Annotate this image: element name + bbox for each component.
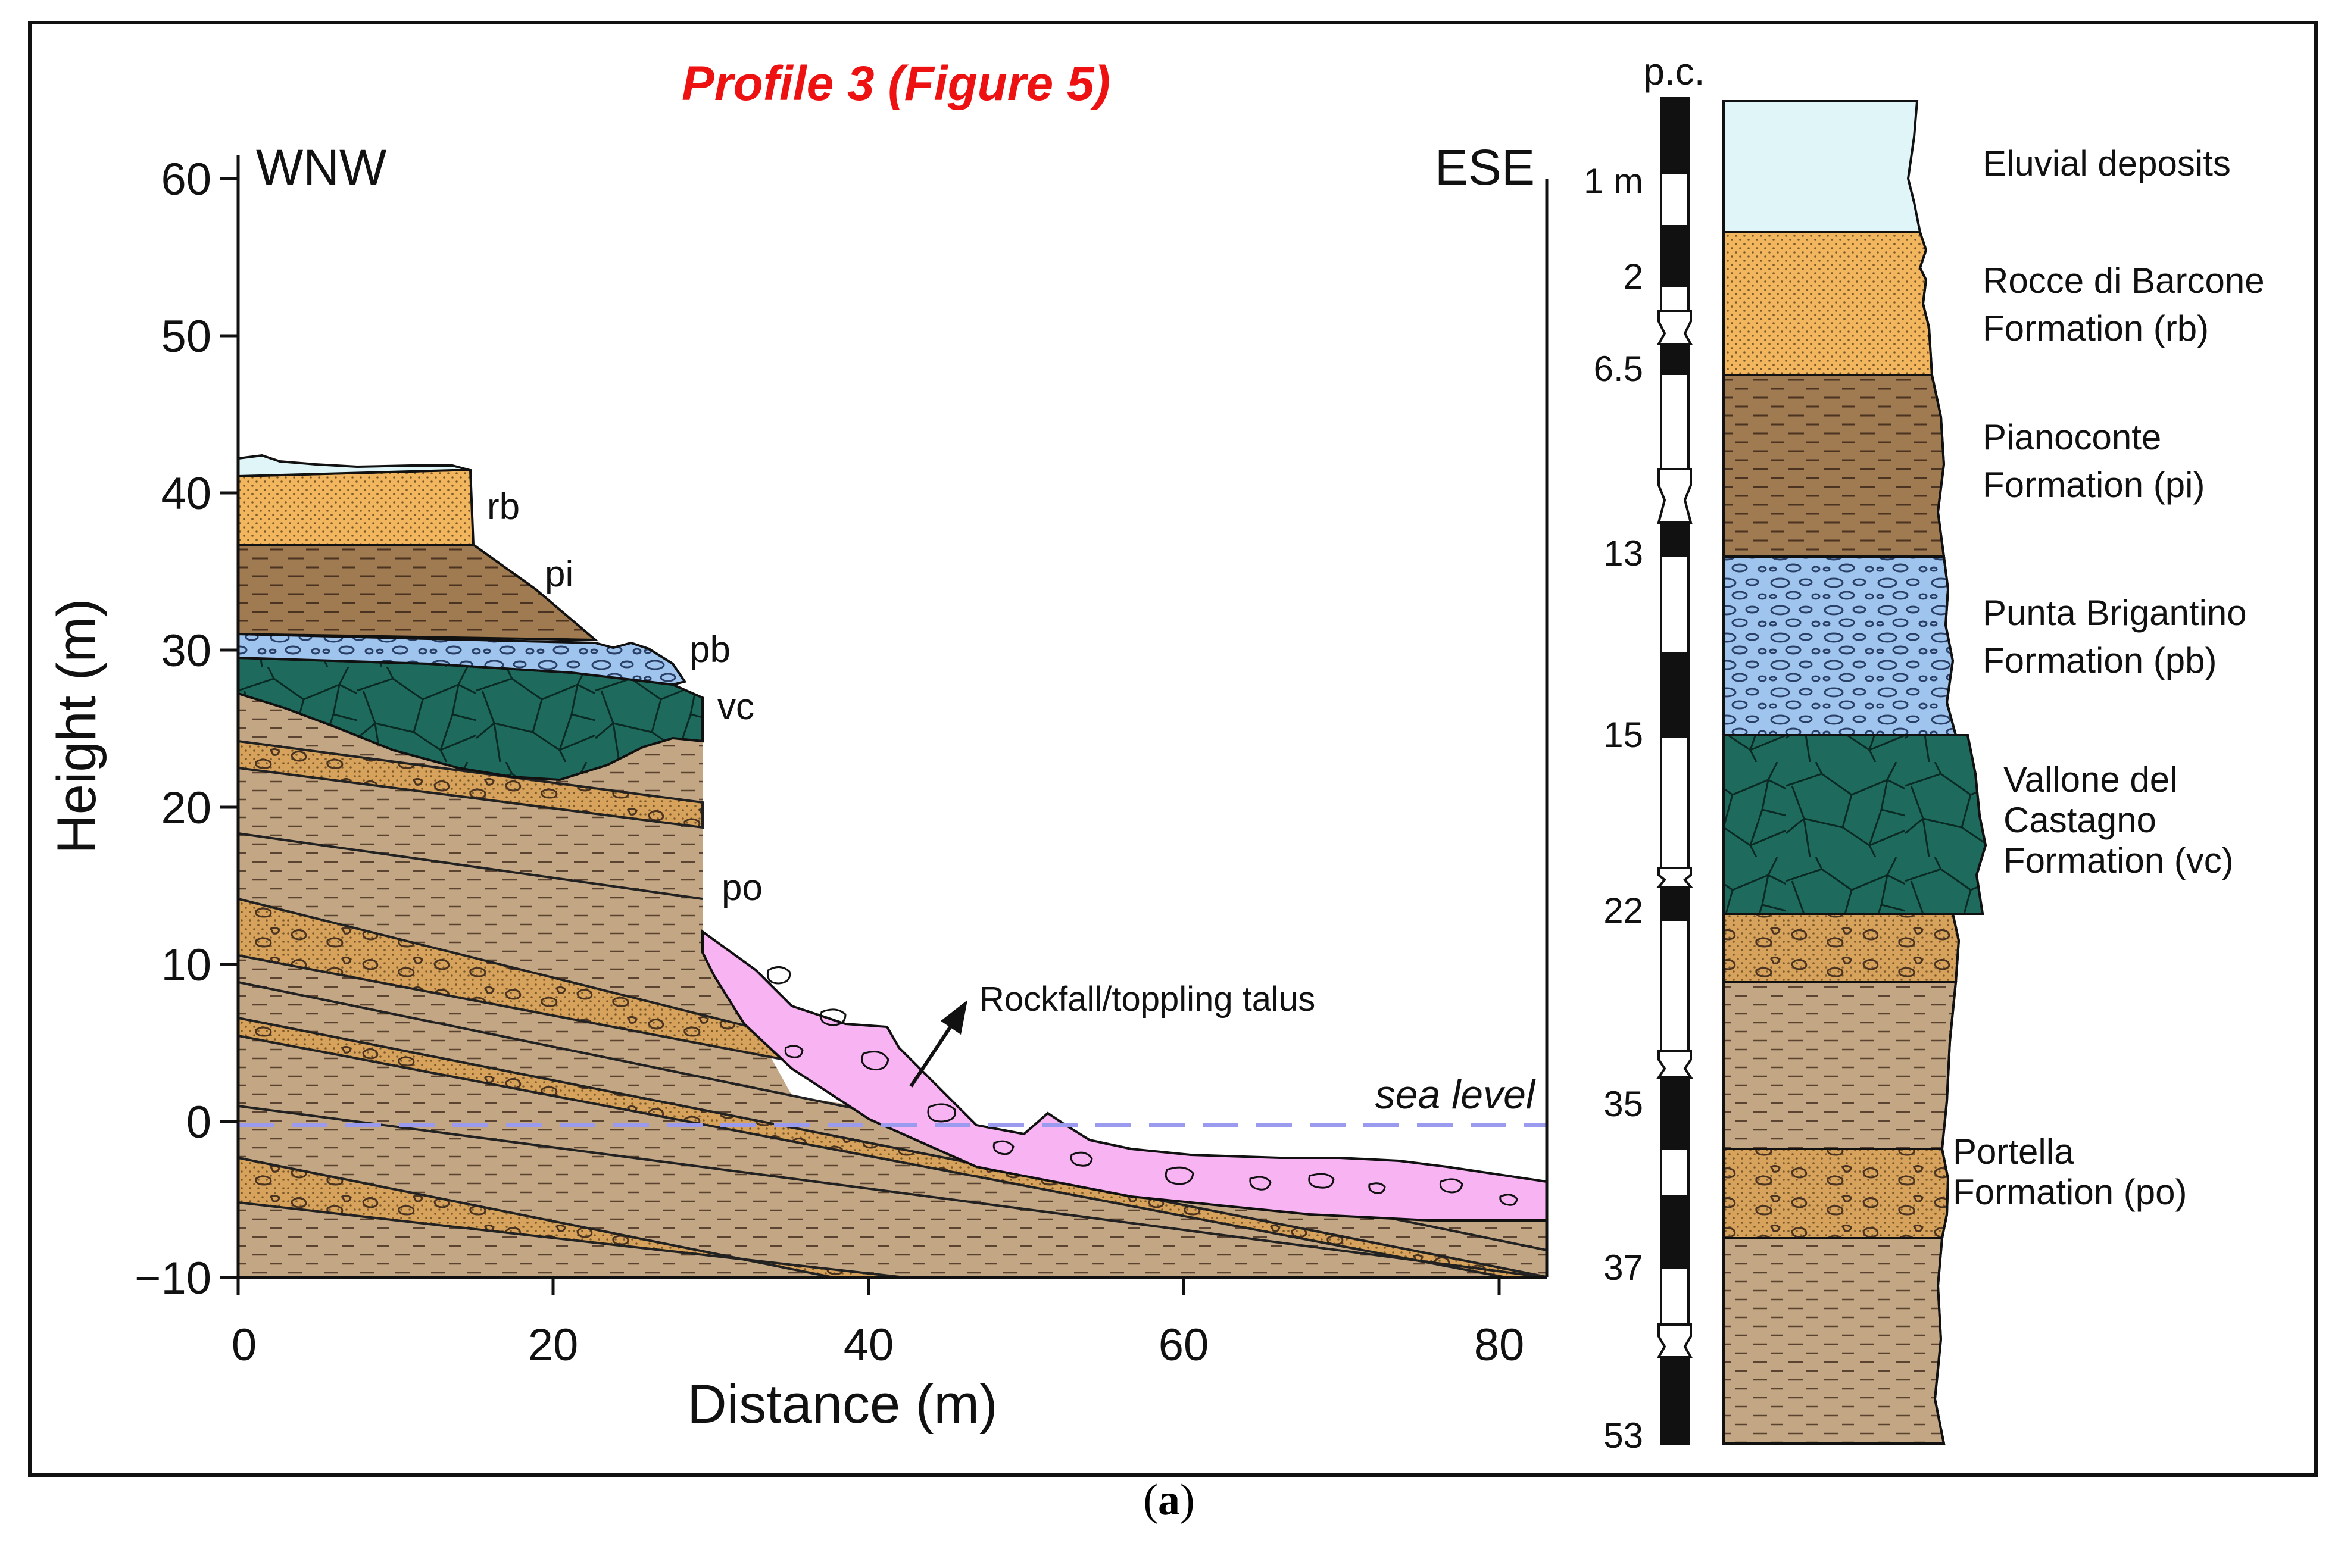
depth-bar xyxy=(1660,97,1690,1445)
rockfall-talus xyxy=(701,929,1547,1222)
x-tick: 40 xyxy=(844,1320,894,1370)
caption-letter: a xyxy=(1158,1476,1180,1525)
cross-section xyxy=(238,454,1547,1277)
y-tick: 0 xyxy=(186,1097,211,1148)
depth-label: 6.5 xyxy=(1594,349,1643,389)
y-tick: 30 xyxy=(161,626,211,676)
y-tick: 60 xyxy=(161,154,211,205)
x-tick: 20 xyxy=(528,1320,579,1370)
unit-name: Vallone del xyxy=(2003,760,2177,799)
y-tick: 10 xyxy=(161,940,211,991)
unit-name: Punta Brigantino xyxy=(1983,593,2247,633)
figure-caption: (a) xyxy=(1143,1476,1195,1525)
x-tick: 0 xyxy=(232,1320,257,1370)
column-eluvial xyxy=(1722,100,1922,233)
x-tick-labels: 0 20 40 60 80 xyxy=(232,1320,1524,1370)
unit-name: Eluvial deposits xyxy=(1983,143,2231,183)
profile-axes xyxy=(220,155,1549,1295)
y-tick: 50 xyxy=(161,311,211,362)
depth-labels: 1 m 2 6.5 13 15 22 35 37 53 xyxy=(1584,161,1643,1455)
unit-name: Castagno xyxy=(2003,800,2156,840)
figure-title: Profile 3 (Figure 5) xyxy=(682,57,1110,111)
y-tick: 40 xyxy=(161,468,211,519)
y-tick-labels: 60 50 40 30 20 10 0 −10 xyxy=(135,154,211,1304)
depth-label: 22 xyxy=(1603,891,1643,930)
label-vc: vc xyxy=(717,686,754,727)
y-tick: 20 xyxy=(161,783,211,833)
eluvial-deposits xyxy=(238,454,471,478)
unit-name: Formation (vc) xyxy=(2003,841,2234,880)
unit-name: Formation (rb) xyxy=(1983,308,2209,348)
depth-label: 1 m xyxy=(1584,161,1643,201)
direction-right: ESE xyxy=(1435,139,1535,195)
talus-label: Rockfall/toppling talus xyxy=(979,980,1315,1019)
figure-frame xyxy=(28,21,2318,1477)
y-tick: −10 xyxy=(135,1253,211,1304)
depth-label: 2 xyxy=(1624,257,1643,296)
talus-clasts xyxy=(766,966,1518,1206)
unit-name: Portella xyxy=(1953,1132,2074,1172)
column-unit-names: Eluvial deposits Rocce di Barcone Format… xyxy=(1953,143,2265,1212)
label-po: po xyxy=(722,867,763,908)
depth-label: 15 xyxy=(1603,715,1643,755)
y-axis-label: Height (m) xyxy=(46,598,107,854)
strat-column xyxy=(1722,100,1987,1445)
unit-name: Pianoconte xyxy=(1983,417,2161,457)
unit-name: Formation (pb) xyxy=(1983,641,2217,680)
depth-label: 37 xyxy=(1603,1248,1643,1288)
talus-annotation: Rockfall/toppling talus xyxy=(909,980,1315,1088)
label-rb: rb xyxy=(487,486,520,527)
depth-label: 13 xyxy=(1603,533,1643,573)
depth-label: 53 xyxy=(1603,1416,1643,1455)
depth-bar-breaks xyxy=(1656,310,1694,1358)
sea-level-label: sea level xyxy=(1375,1072,1536,1117)
unit-name: Formation (po) xyxy=(1953,1172,2187,1212)
direction-left: WNW xyxy=(256,139,386,195)
column-top-label: p.c. xyxy=(1643,50,1705,93)
unit-name: Formation (pi) xyxy=(1983,465,2205,505)
label-pb: pb xyxy=(689,629,731,670)
label-pi: pi xyxy=(545,554,573,595)
unit-name: Rocce di Barcone xyxy=(1983,261,2265,301)
x-tick: 60 xyxy=(1159,1320,1209,1370)
profile-unit-labels: rb pi pb vc po xyxy=(487,486,763,908)
x-tick: 80 xyxy=(1474,1320,1525,1370)
depth-label: 35 xyxy=(1603,1084,1643,1124)
x-axis-label: Distance (m) xyxy=(687,1374,997,1435)
